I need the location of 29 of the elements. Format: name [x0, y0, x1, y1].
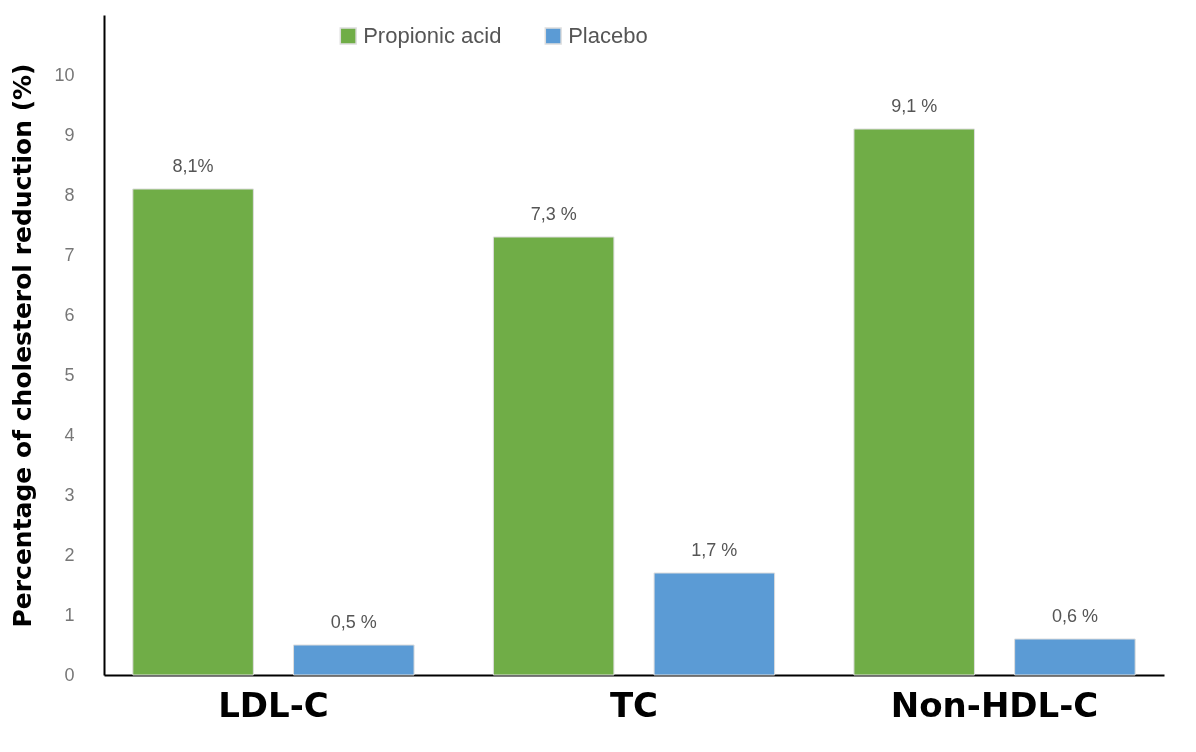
bar [653, 572, 776, 676]
x-tick-label: TC [609, 684, 659, 725]
y-axis-title: Percentage of cholesterol reduction (%) [8, 63, 38, 628]
data-label: 8,1% [172, 156, 214, 176]
legend-label: Placebo [568, 23, 648, 48]
x-tick-label: LDL-C [218, 684, 329, 725]
data-label: 9,1 % [891, 96, 938, 116]
y-tick-label: 6 [64, 304, 75, 325]
x-tick-label: Non-HDL-C [890, 684, 1099, 725]
y-tick-label: 0 [64, 664, 75, 685]
y-tick-label: 5 [64, 364, 75, 385]
y-tick-label: 10 [54, 64, 75, 85]
y-tick-label: 8 [64, 184, 75, 205]
y-tick-label: 1 [64, 604, 75, 625]
data-label: 0,5 % [330, 612, 377, 632]
y-tick-label: 4 [64, 424, 75, 445]
y-tick-label: 2 [64, 544, 75, 565]
bar [1014, 638, 1136, 676]
legend-label: Propionic acid [363, 23, 502, 48]
bar [293, 644, 415, 676]
bar [853, 128, 975, 676]
data-label: 0,6 % [1051, 606, 1098, 626]
data-label: 7,3 % [530, 204, 577, 224]
data-label: 1,7 % [691, 540, 738, 560]
bar [492, 236, 615, 676]
bar [132, 188, 254, 676]
y-tick-label: 3 [64, 484, 75, 505]
y-tick-label: 7 [64, 244, 75, 265]
y-tick-label: 9 [64, 124, 75, 145]
